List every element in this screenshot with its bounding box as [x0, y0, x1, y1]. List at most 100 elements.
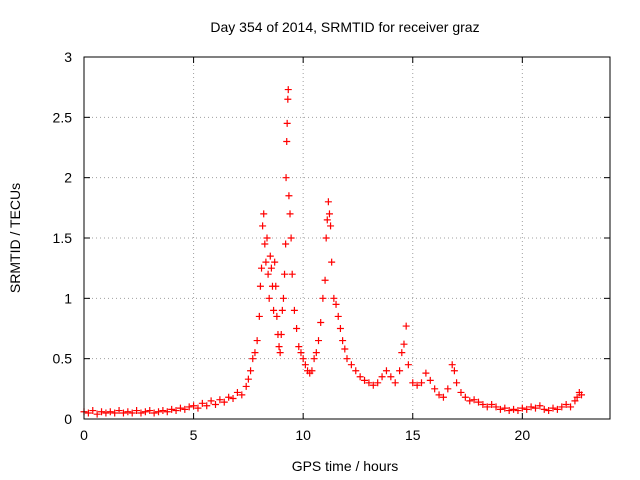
- data-point: [402, 322, 410, 330]
- data-point: [369, 381, 377, 389]
- data-point: [276, 349, 284, 357]
- data-point: [155, 408, 163, 416]
- data-point: [247, 367, 255, 375]
- data-point: [124, 408, 132, 416]
- data-point: [137, 409, 145, 417]
- data-point: [558, 403, 566, 411]
- data-point: [450, 367, 458, 375]
- data-point: [549, 404, 557, 412]
- data-point: [265, 294, 273, 302]
- data-point: [310, 355, 318, 363]
- data-point: [220, 398, 228, 406]
- data-point: [435, 391, 443, 399]
- data-point: [398, 349, 406, 357]
- data-point: [523, 405, 531, 413]
- data-point: [278, 306, 286, 314]
- data-point: [396, 367, 404, 375]
- data-point: [150, 409, 158, 417]
- data-point: [198, 399, 206, 407]
- data-point: [488, 401, 496, 409]
- data-point: [505, 407, 513, 415]
- y-tick-label: 2.5: [53, 109, 73, 125]
- data-point: [317, 318, 325, 326]
- data-point: [263, 234, 271, 242]
- data-point: [352, 367, 360, 375]
- data-point: [287, 234, 295, 242]
- data-point: [336, 325, 344, 332]
- data-point: [106, 408, 114, 416]
- data-point: [361, 376, 369, 384]
- data-point: [229, 394, 237, 402]
- data-point: [267, 264, 275, 272]
- data-point: [347, 361, 355, 369]
- data-point: [578, 391, 586, 399]
- data-point: [194, 404, 202, 412]
- data-point: [272, 282, 280, 290]
- data-point: [102, 409, 110, 417]
- data-point: [409, 379, 417, 387]
- data-point: [283, 137, 291, 145]
- data-point: [98, 408, 106, 416]
- data-point: [266, 252, 274, 260]
- data-point: [518, 404, 526, 412]
- data-point: [283, 119, 291, 127]
- data-point: [225, 393, 233, 401]
- data-point: [315, 337, 323, 345]
- data-point: [400, 340, 408, 348]
- data-point: [536, 402, 544, 410]
- data-point: [325, 210, 333, 218]
- data-point: [479, 401, 487, 409]
- data-point: [163, 408, 171, 416]
- data-point: [84, 409, 92, 417]
- data-point: [159, 407, 167, 415]
- data-point: [119, 409, 127, 417]
- data-point: [279, 294, 287, 302]
- data-point: [378, 373, 386, 381]
- data-point: [422, 369, 430, 377]
- data-point: [510, 405, 518, 413]
- data-point: [514, 407, 522, 415]
- y-tick-label: 1.5: [53, 230, 73, 246]
- data-point: [244, 375, 252, 383]
- data-point: [207, 397, 215, 405]
- data-point: [567, 403, 575, 411]
- x-tick-label: 20: [515, 427, 531, 443]
- data-point: [256, 282, 264, 290]
- data-point: [251, 349, 259, 357]
- data-point: [382, 367, 390, 375]
- data-point: [284, 86, 292, 94]
- x-tick-label: 0: [80, 427, 88, 443]
- data-point: [115, 407, 123, 415]
- data-point: [553, 405, 561, 413]
- data-point: [258, 264, 266, 272]
- data-point: [404, 361, 412, 369]
- data-point: [141, 408, 149, 416]
- data-point: [545, 407, 553, 415]
- data-point: [281, 270, 289, 278]
- data-point: [327, 222, 335, 230]
- data-point: [249, 355, 257, 363]
- data-point: [233, 388, 241, 396]
- data-point: [308, 367, 316, 375]
- data-point: [439, 393, 447, 401]
- data-point: [286, 210, 294, 218]
- x-tick-label: 15: [405, 427, 421, 443]
- x-tick-label: 10: [295, 427, 311, 443]
- data-point: [431, 385, 439, 393]
- data-point: [323, 216, 331, 224]
- data-point: [185, 403, 193, 411]
- data-point: [330, 294, 338, 302]
- y-tick-label: 0.5: [53, 351, 73, 367]
- grid-layer: [84, 57, 610, 419]
- data-point: [418, 379, 426, 387]
- data-point: [343, 355, 351, 363]
- data-point: [301, 361, 309, 369]
- data-point: [332, 300, 340, 308]
- axis-ticks: 0 5 10 15 20 0 0.5 1 1.5 2 2.5 3: [53, 49, 610, 443]
- data-point: [203, 402, 211, 410]
- data-point: [319, 294, 327, 302]
- data-point: [277, 331, 285, 339]
- data-point: [562, 401, 570, 409]
- data-point: [260, 210, 268, 218]
- data-point: [264, 270, 272, 278]
